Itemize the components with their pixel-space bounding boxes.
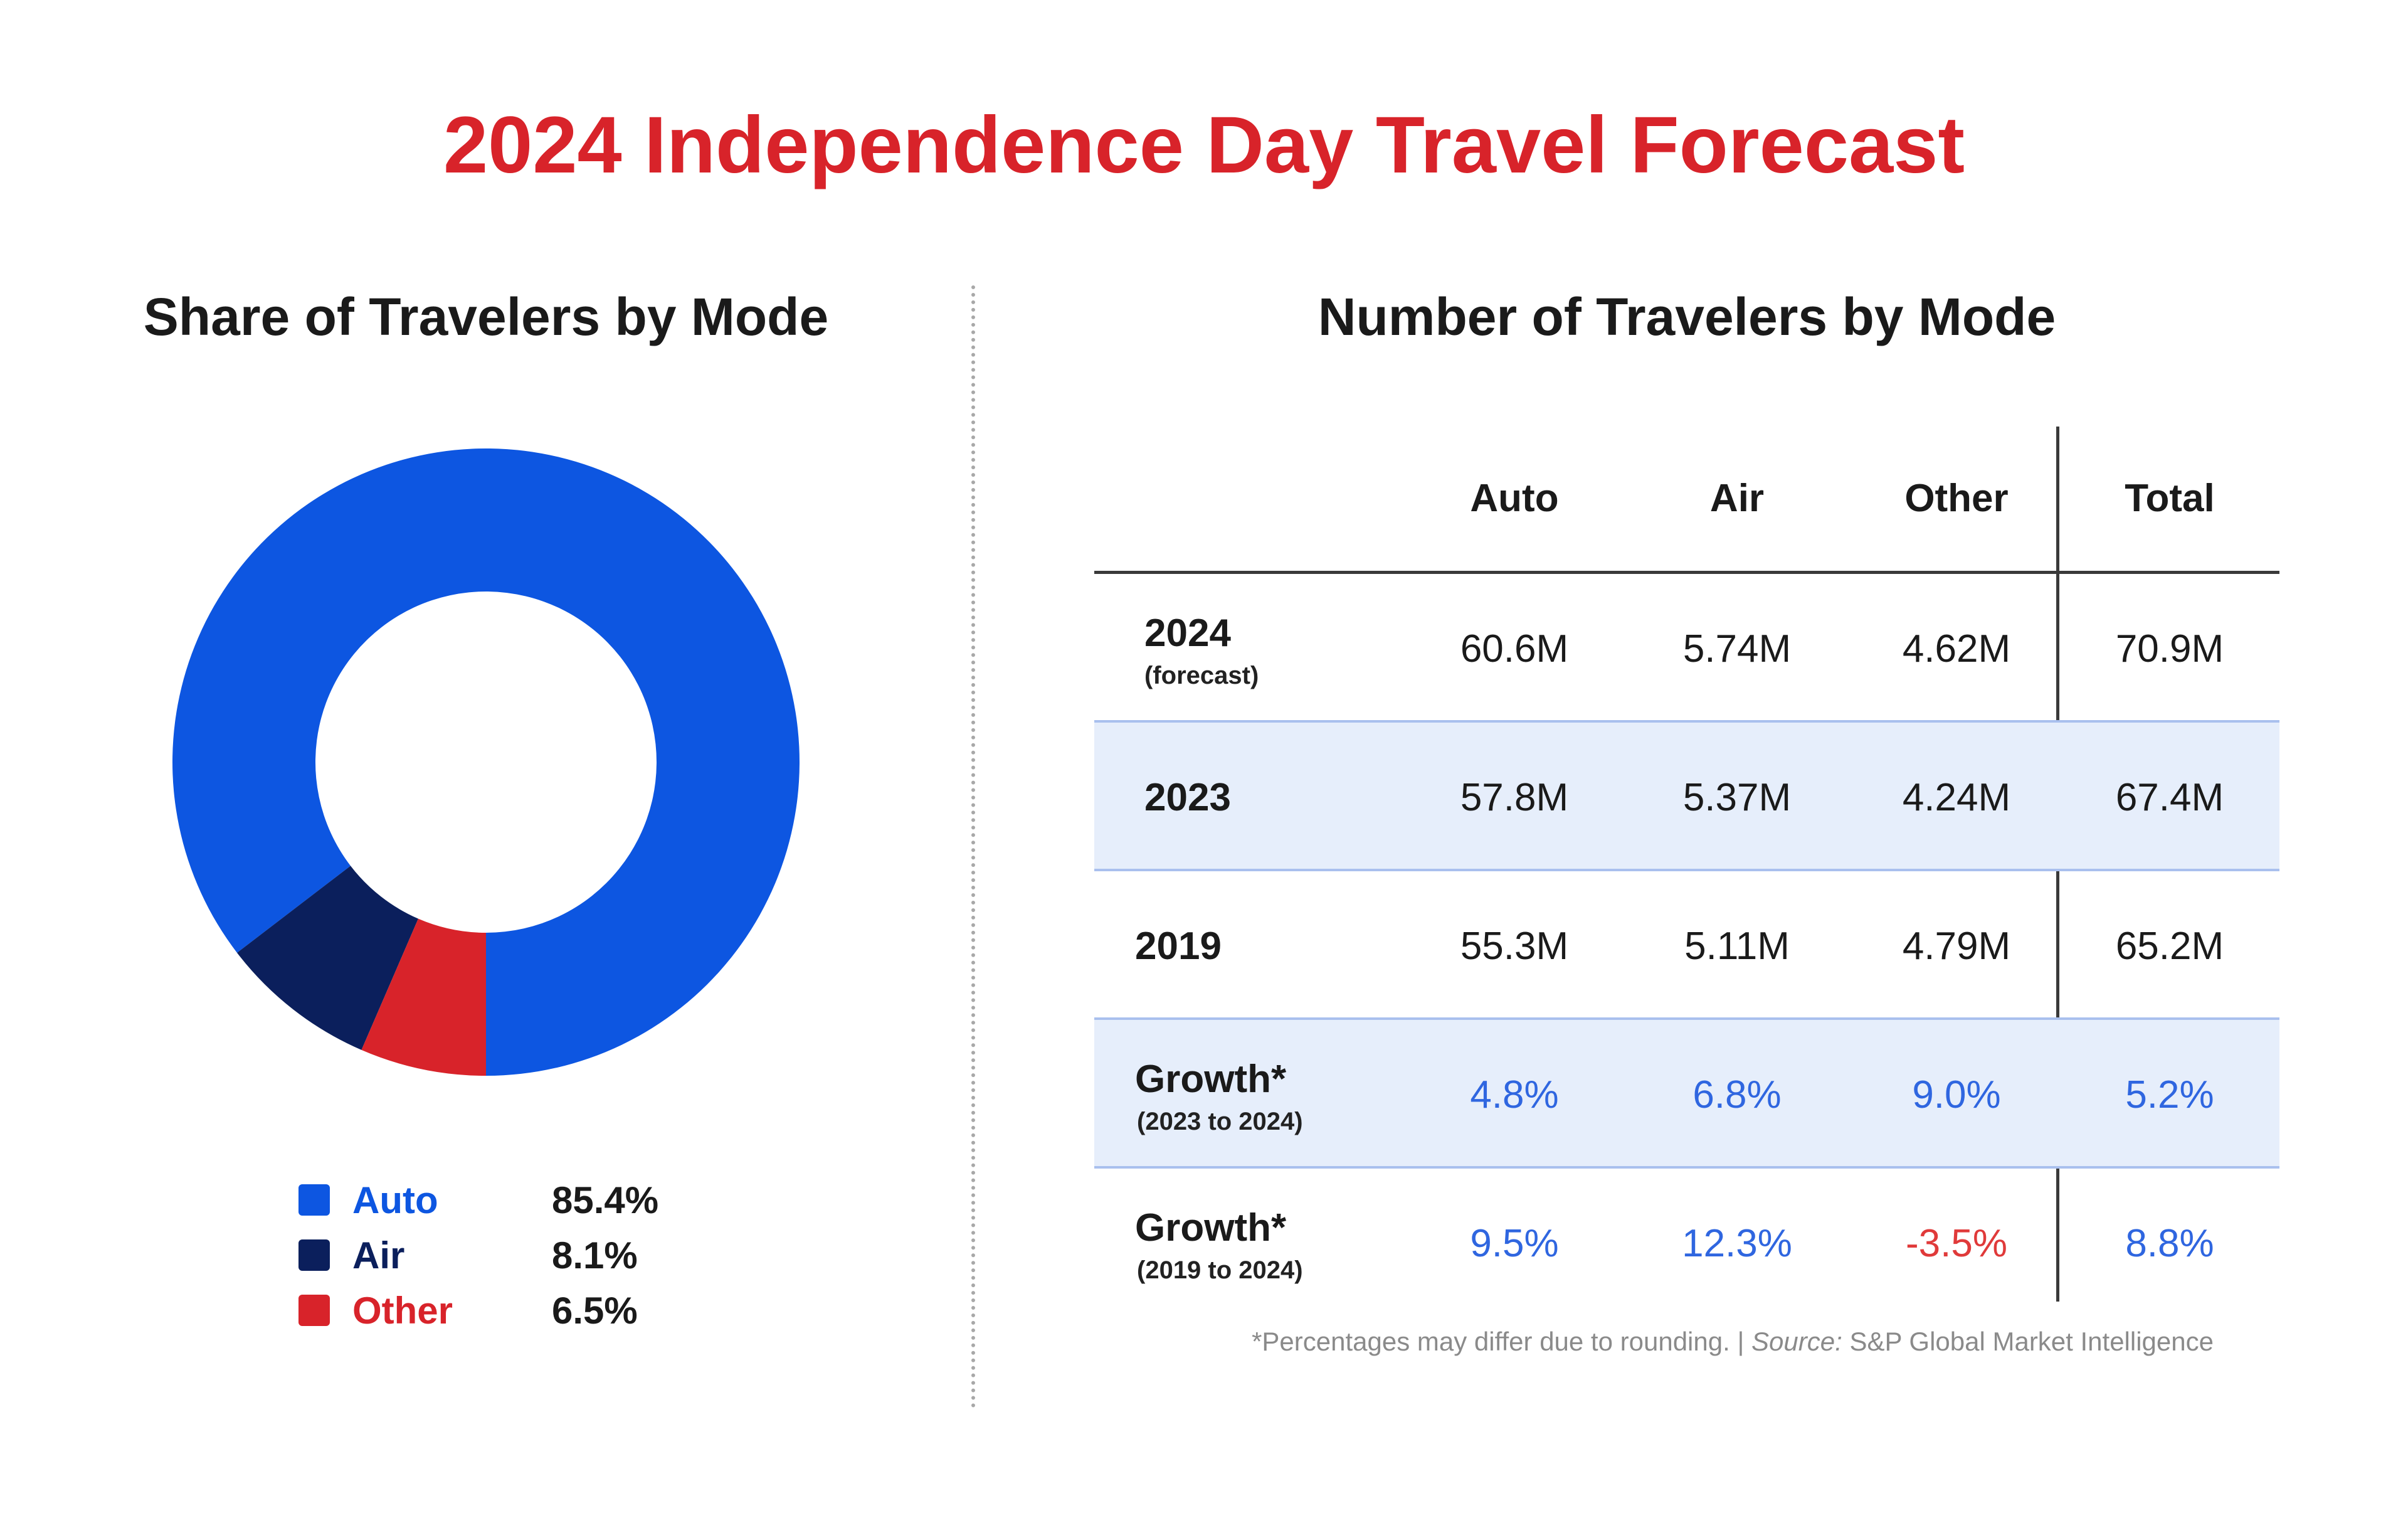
table-cell-other: -3.5% [1906, 1222, 2007, 1265]
donut-slice-other [361, 918, 486, 1076]
col-header-total: Total [2125, 477, 2215, 520]
legend-value: 8.1% [552, 1234, 638, 1276]
table-row: 2019 55.3M 5.11M 4.79M 65.2M [1094, 871, 2279, 1020]
legend-swatch [298, 1295, 330, 1326]
legend-swatch [298, 1239, 330, 1271]
table-row: 2024 (forecast) 60.6M 5.74M 4.62M 70.9M [1094, 574, 2279, 723]
col-header-other: Other [1904, 477, 2009, 520]
table-cell-total: 67.4M [2115, 776, 2224, 819]
legend-label: Auto [352, 1179, 438, 1221]
legend-label: Air [352, 1234, 405, 1276]
section-divider [971, 285, 975, 1408]
table-cell-total: 70.9M [2115, 627, 2224, 671]
row-label: 2024 [1144, 612, 1231, 655]
legend-label: Other [352, 1290, 453, 1332]
table-cell-other: 4.24M [1902, 776, 2011, 819]
row-sublabel: (2023 to 2024) [1137, 1108, 1303, 1135]
donut-slice-auto [172, 448, 800, 1076]
row-label: Growth* [1135, 1058, 1287, 1101]
table-cell-total: 8.8% [2125, 1222, 2214, 1265]
table-cell-air: 5.11M [1684, 925, 1790, 968]
table-cell-air: 6.8% [1692, 1073, 1782, 1117]
table-cell-total: 5.2% [2125, 1073, 2214, 1117]
table-cell-auto: 60.6M [1460, 627, 1569, 671]
table-row: 2023 57.8M 5.37M 4.24M 67.4M [1094, 723, 2279, 871]
legend-value: 6.5% [552, 1290, 638, 1332]
table-cell-other: 4.62M [1902, 627, 2011, 671]
legend-value: 85.4% [552, 1179, 659, 1221]
table-title: Number of Travelers by Mode [1318, 287, 2056, 346]
table-header-row: Auto Air Other Total [1094, 433, 2279, 574]
table-cell-other: 9.0% [1912, 1073, 2001, 1117]
table-cell-other: 4.79M [1902, 925, 2011, 968]
table-row: Growth* (2019 to 2024) 9.5% 12.3% -3.5% 8.8% [1094, 1169, 2279, 1315]
table-cell-air: 5.74M [1682, 627, 1792, 671]
col-header-auto: Auto [1470, 477, 1559, 520]
page-title: 2024 Independence Day Travel Forecast [443, 100, 1965, 190]
legend-item-auto: Auto 85.4% [295, 1173, 734, 1228]
row-label: Growth* [1135, 1206, 1287, 1249]
table-row: Growth* (2023 to 2024) 4.8% 6.8% 9.0% 5.2% [1094, 1020, 2279, 1169]
legend-swatch [298, 1184, 330, 1216]
table-cell-air: 12.3% [1682, 1222, 1792, 1265]
travelers-table: Auto Air Other Total 2024 (forecast) 60.6M… [1094, 433, 2279, 1315]
table-cell-auto: 9.5% [1470, 1222, 1559, 1265]
legend-item-air: Air 8.1% [295, 1228, 734, 1283]
footnote: *Percentages may differ due to rounding.… [1160, 1327, 2214, 1357]
row-label: 2019 [1135, 925, 1222, 968]
donut-chart [172, 448, 800, 1076]
footnote-text: *Percentages may differ due to rounding.… [1252, 1327, 1752, 1356]
row-sublabel: (2019 to 2024) [1137, 1256, 1303, 1284]
footnote-source-label: Source: [1751, 1327, 1842, 1356]
table-cell-total: 65.2M [2115, 925, 2224, 968]
col-header-air: Air [1709, 477, 1765, 520]
donut-slice-air [237, 866, 418, 1050]
table-cell-auto: 57.8M [1460, 776, 1569, 819]
donut-chart-title: Share of Travelers by Mode [143, 287, 829, 346]
table-cell-auto: 4.8% [1470, 1073, 1559, 1117]
row-sublabel: (forecast) [1144, 662, 1259, 689]
donut-legend: Auto 85.4% Air 8.1% Other 6.5% [295, 1173, 734, 1339]
footnote-source: S&P Global Market Intelligence [1842, 1327, 2214, 1356]
legend-item-other: Other 6.5% [295, 1283, 734, 1339]
table-cell-air: 5.37M [1682, 776, 1792, 819]
row-label: 2023 [1144, 776, 1231, 819]
table-cell-auto: 55.3M [1460, 925, 1569, 968]
